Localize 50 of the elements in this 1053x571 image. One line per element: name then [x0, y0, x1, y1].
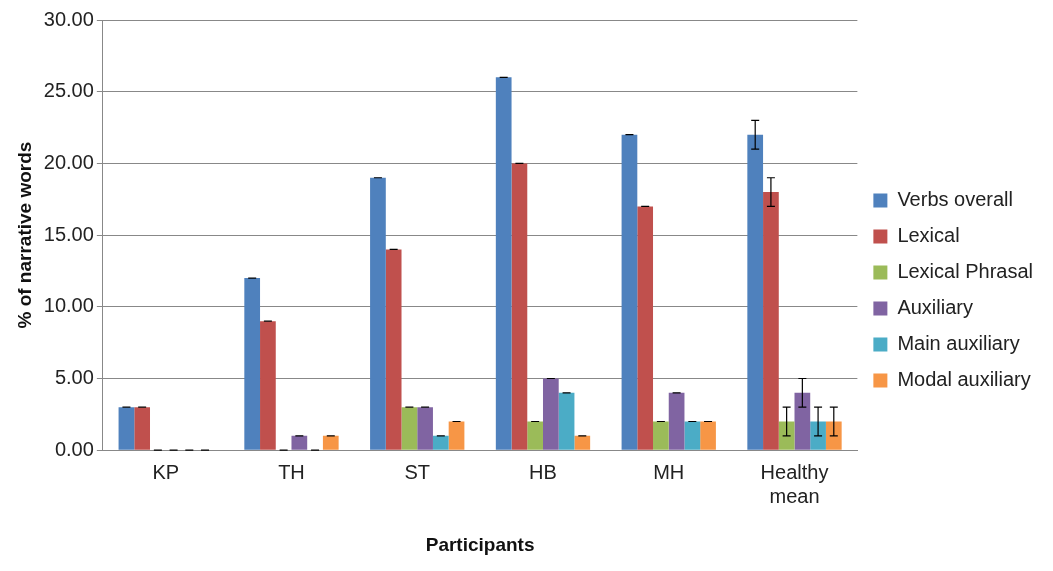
- x-tick-label: MH: [653, 460, 685, 483]
- bar: [542, 378, 559, 450]
- x-tick-label: ST: [404, 460, 431, 483]
- legend-label: Lexical Phrasal: [897, 260, 1033, 283]
- x-tick-label: KP: [152, 460, 180, 483]
- bar: [637, 206, 654, 450]
- y-tick-label: 30.00: [43, 7, 94, 30]
- y-tick-label: 10.00: [43, 294, 94, 317]
- bar: [794, 392, 811, 450]
- y-tick-label: 15.00: [43, 222, 94, 245]
- legend-label: Main auxiliary: [897, 332, 1020, 355]
- bar: [118, 407, 135, 450]
- bar: [291, 435, 308, 450]
- legend-label: Lexical: [897, 224, 960, 247]
- x-axis-title: Participants: [425, 533, 535, 555]
- bar: [684, 421, 701, 450]
- bar: [747, 134, 764, 450]
- bar: [260, 321, 276, 450]
- x-tick-label: Healthy mean: [760, 460, 829, 507]
- bar: [322, 435, 339, 450]
- y-tick-label: 20.00: [43, 150, 94, 173]
- bar: [448, 421, 465, 450]
- bar: [527, 421, 543, 450]
- bar: [134, 407, 151, 450]
- bar: [401, 407, 418, 450]
- bar: [700, 421, 716, 450]
- bar: [621, 134, 638, 450]
- legend-label: Auxiliary: [897, 296, 973, 319]
- bar: [511, 163, 528, 450]
- bar: [558, 392, 575, 450]
- bar: [495, 77, 512, 450]
- x-tick-label: TH: [278, 460, 305, 483]
- y-tick-label: 0.00: [54, 437, 94, 460]
- bar: [653, 421, 669, 450]
- y-tick-label: 5.00: [54, 366, 94, 389]
- bar: [432, 435, 449, 450]
- x-tick-label: HB: [529, 460, 557, 483]
- bar: [244, 278, 261, 450]
- bar: [810, 421, 826, 450]
- y-axis-title: % of narrative words: [13, 141, 35, 329]
- bar: [417, 407, 433, 450]
- legend-label: Verbs overall: [897, 188, 1013, 211]
- bar: [574, 435, 591, 450]
- bar: [825, 421, 842, 450]
- bar: [370, 177, 386, 450]
- legend-label: Modal auxiliary: [897, 368, 1031, 391]
- bar: [668, 392, 685, 450]
- bar: [763, 192, 779, 450]
- bar: [385, 249, 402, 450]
- y-tick-label: 25.00: [43, 79, 94, 102]
